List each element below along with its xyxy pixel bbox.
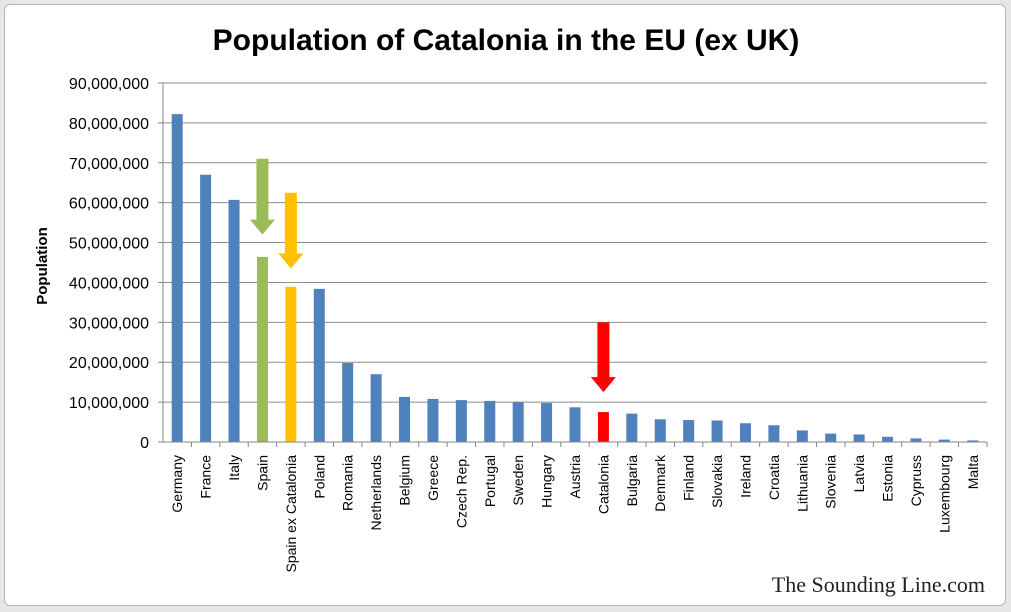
y-tick-label: 70,000,000: [69, 156, 149, 173]
x-tick-label: Belgium: [397, 455, 413, 506]
bar: [711, 420, 723, 442]
x-tick-label: Finland: [681, 455, 697, 501]
bar: [399, 396, 411, 442]
bar: [739, 423, 751, 442]
x-tick-label: Germany: [169, 455, 185, 513]
bar: [825, 433, 837, 442]
annotation-arrow: [278, 192, 304, 269]
bar: [910, 438, 922, 442]
chart: Population of Catalonia in the EU (ex UK…: [34, 24, 988, 597]
bar: [427, 398, 439, 442]
x-tick-label: Czech Rep.: [453, 455, 469, 528]
x-tick-labels: Germany France Italy Spain Spain ex Cataloni…: [169, 454, 981, 573]
x-tick-label: Latvia: [851, 455, 867, 493]
bar: [512, 402, 524, 442]
y-axis-label: Population: [34, 227, 51, 305]
bar: [285, 286, 297, 442]
x-tick-label: Ireland: [737, 455, 753, 498]
x-tick-label: Romania: [340, 455, 356, 511]
watermark: The Sounding Line.com: [772, 572, 985, 597]
annotation-arrow: [249, 158, 275, 235]
bar: [768, 425, 780, 442]
annotation-arrow: [590, 322, 616, 393]
bar: [853, 434, 865, 442]
x-tick-label: France: [198, 455, 214, 499]
y-tick-label: 50,000,000: [69, 236, 149, 253]
x-tick-label: Cypruss: [908, 455, 924, 506]
y-tick-labels: 0 10,000,000 20,000,000 30,000,000 40,000,00…: [69, 76, 149, 452]
x-tick-label: Netherlands: [368, 455, 384, 531]
y-tick-label: 90,000,000: [69, 76, 149, 93]
x-tick-label: Poland: [311, 455, 327, 499]
y-tick-label: 10,000,000: [69, 395, 149, 412]
bar: [342, 363, 354, 442]
bar: [796, 430, 808, 442]
bars: [171, 114, 979, 442]
chart-frame: Population of Catalonia in the EU (ex UK…: [4, 4, 1006, 606]
y-tick-label: 20,000,000: [69, 355, 149, 372]
x-tick-label: Austria: [567, 455, 583, 499]
bar: [597, 412, 609, 442]
bar: [967, 440, 979, 442]
x-tick-label: Slovakia: [709, 455, 725, 508]
y-tick-label: 40,000,000: [69, 275, 149, 292]
x-tick-label: Denmark: [652, 454, 668, 512]
x-tick-label: Portugal: [482, 455, 498, 507]
axes: [158, 82, 988, 447]
x-tick-label: Hungary: [539, 455, 555, 508]
x-tick-label: Estonia: [880, 455, 896, 502]
bar: [882, 436, 894, 442]
x-tick-label: Sweden: [510, 455, 526, 506]
bar: [228, 199, 240, 442]
gridlines: [163, 82, 987, 403]
bar: [200, 174, 212, 442]
bar: [541, 402, 553, 442]
bar: [313, 288, 325, 442]
bar: [256, 256, 268, 442]
bar: [938, 439, 950, 442]
bar: [654, 419, 666, 442]
bar: [683, 420, 695, 442]
x-tick-label: Catalonia: [595, 455, 611, 514]
annotation-arrows: [249, 158, 616, 393]
chart-title: Population of Catalonia in the EU (ex UK…: [213, 24, 800, 57]
bar: [370, 374, 382, 442]
x-tick-label: Luxembourg: [936, 455, 952, 533]
x-tick-label: Bulgaria: [624, 455, 640, 507]
bar: [171, 114, 183, 442]
x-tick-label: Greece: [425, 455, 441, 501]
bar: [455, 400, 467, 442]
y-tick-label: 80,000,000: [69, 116, 149, 133]
x-tick-label: Italy: [226, 455, 242, 481]
x-tick-label: Slovenia: [823, 455, 839, 509]
y-tick-label: 60,000,000: [69, 196, 149, 213]
bar: [484, 400, 496, 442]
x-tick-label: Croatia: [766, 455, 782, 500]
bar: [569, 407, 581, 442]
x-tick-label: Lithuania: [794, 455, 810, 512]
x-tick-label: Spain ex Catalonia: [283, 455, 299, 573]
x-tick-label: Spain: [254, 455, 270, 491]
x-tick-label: Malta: [965, 455, 981, 489]
y-tick-label: 30,000,000: [69, 315, 149, 332]
bar: [626, 413, 638, 442]
y-tick-label: 0: [140, 435, 149, 452]
